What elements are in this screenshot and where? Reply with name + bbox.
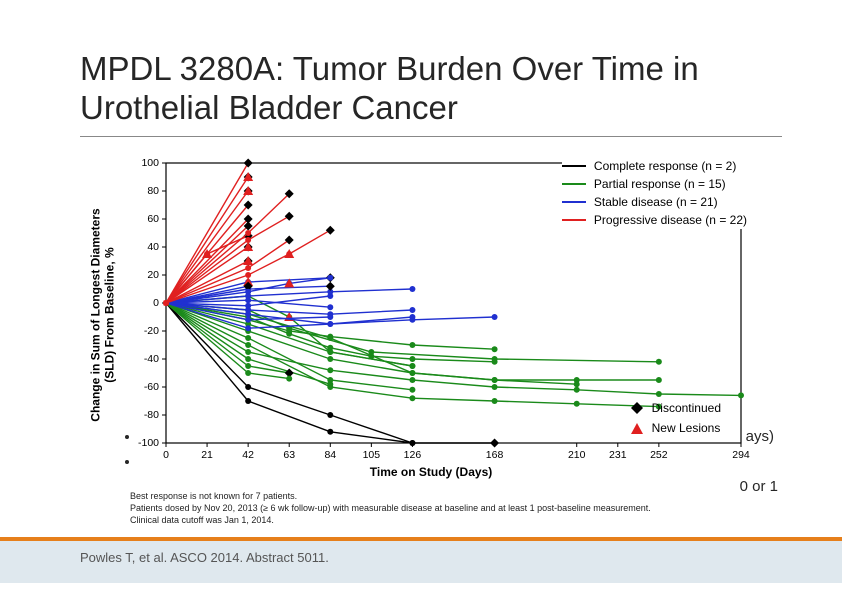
footnote-line: Clinical data cutoff was Jan 1, 2014.: [130, 514, 651, 526]
partial-text: 0 or 1: [740, 478, 778, 495]
svg-text:-20: -20: [144, 325, 159, 337]
svg-text:0: 0: [153, 297, 159, 309]
svg-text:252: 252: [650, 449, 668, 461]
slide: MPDL 3280A: Tumor Burden Over Time in Ur…: [0, 0, 842, 595]
legend-markers: DiscontinuedNew Lesions: [630, 398, 721, 439]
chart-region: Change in Sum of Longest Diameters (SLD)…: [111, 155, 751, 475]
svg-text:231: 231: [609, 449, 627, 461]
legend-item: Partial response (n = 15): [562, 175, 747, 193]
reference-citation: Powles T, et al. ASCO 2014. Abstract 501…: [80, 550, 329, 565]
legend-marker-item: New Lesions: [630, 418, 721, 438]
legend-item: Stable disease (n = 21): [562, 193, 747, 211]
legend-item: Progressive disease (n = 22): [562, 211, 747, 229]
svg-text:80: 80: [147, 185, 159, 197]
svg-text:294: 294: [732, 449, 750, 461]
svg-text:-60: -60: [144, 381, 159, 393]
svg-text:100: 100: [141, 157, 159, 169]
footnote-line: Patients dosed by Nov 20, 2013 (≥ 6 wk f…: [130, 502, 651, 514]
legend-response: Complete response (n = 2)Partial respons…: [562, 157, 747, 229]
svg-text:20: 20: [147, 269, 159, 281]
svg-text:-100: -100: [138, 437, 159, 449]
x-axis-label: Time on Study (Days): [370, 465, 492, 479]
partial-text: ays): [746, 428, 774, 445]
svg-text:60: 60: [147, 213, 159, 225]
svg-text:42: 42: [242, 449, 254, 461]
svg-text:84: 84: [324, 449, 336, 461]
svg-text:0: 0: [163, 449, 169, 461]
svg-text:210: 210: [568, 449, 586, 461]
svg-text:126: 126: [404, 449, 422, 461]
footnote-block: Best response is not known for 7 patient…: [130, 490, 651, 526]
svg-text:-80: -80: [144, 409, 159, 421]
legend-item: Complete response (n = 2): [562, 157, 747, 175]
legend-marker-item: Discontinued: [630, 398, 721, 418]
svg-text:63: 63: [283, 449, 295, 461]
y-axis-label: Change in Sum of Longest Diameters (SLD)…: [89, 208, 118, 421]
footnote-line: Best response is not known for 7 patient…: [130, 490, 651, 502]
svg-text:40: 40: [147, 241, 159, 253]
slide-title: MPDL 3280A: Tumor Burden Over Time in Ur…: [80, 50, 782, 137]
svg-text:-40: -40: [144, 353, 159, 365]
svg-text:105: 105: [363, 449, 381, 461]
svg-text:21: 21: [201, 449, 213, 461]
svg-text:168: 168: [486, 449, 504, 461]
body-bullets: [126, 428, 140, 478]
